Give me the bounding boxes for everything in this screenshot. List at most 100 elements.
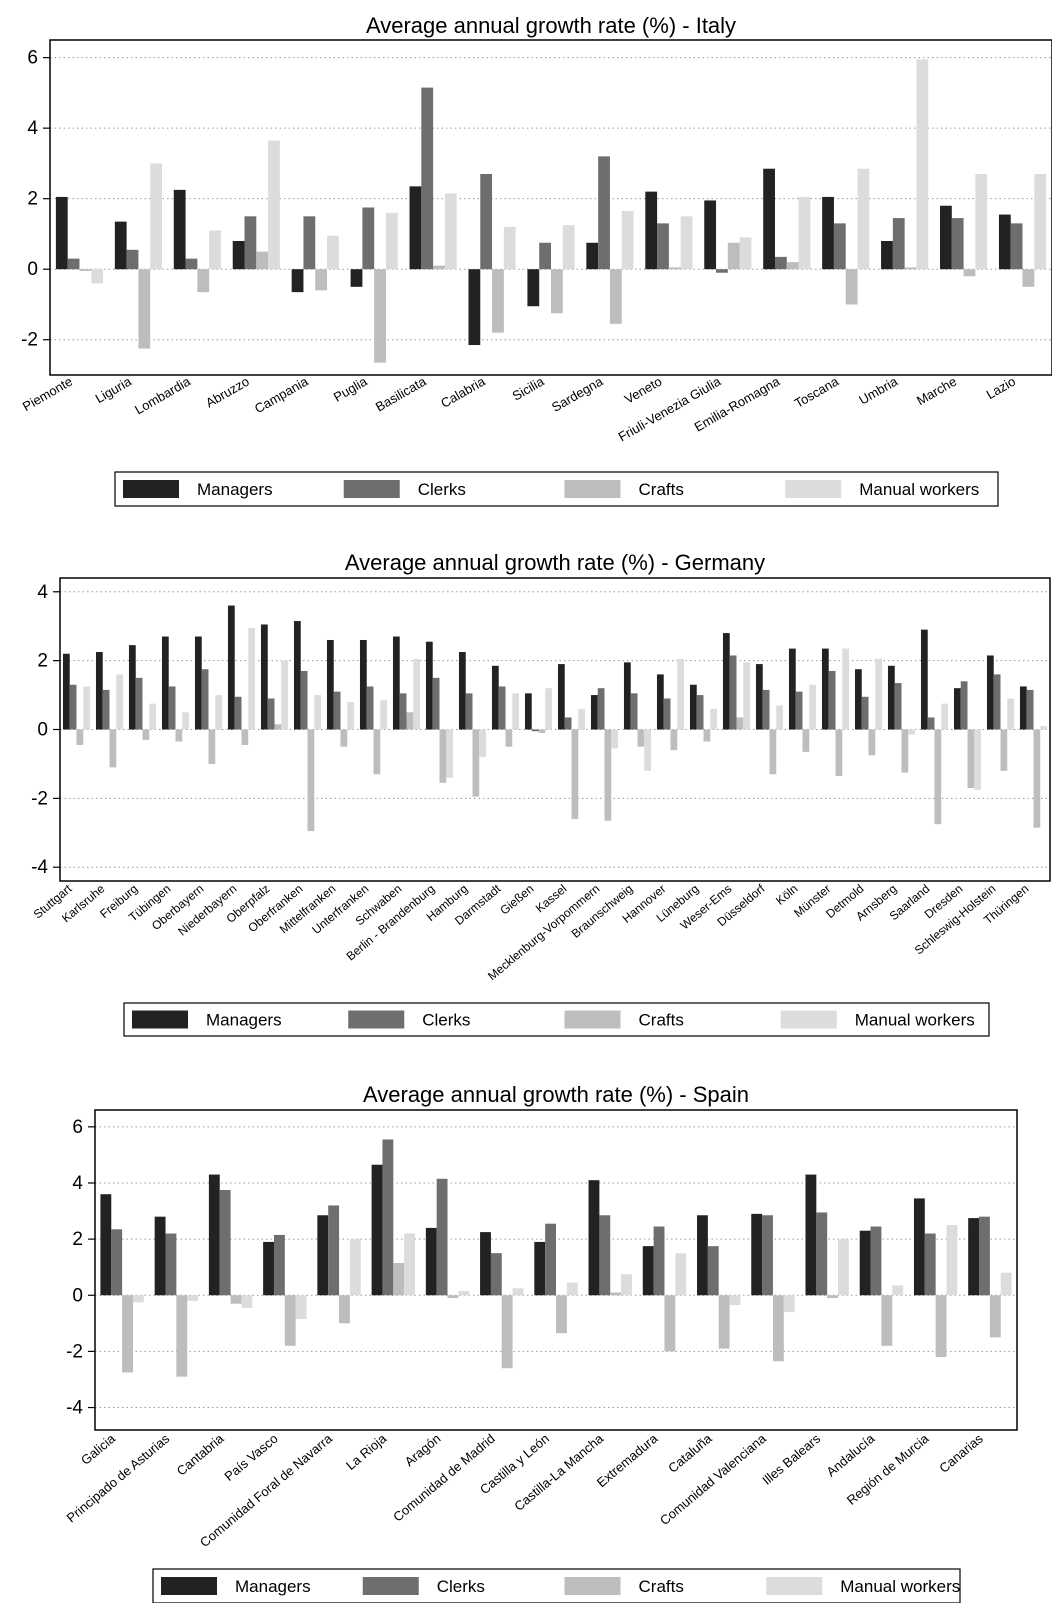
bar-manual-workers-castilla-la-mancha [621, 1274, 632, 1296]
bar-manual-workers-canarias [1000, 1272, 1012, 1296]
bar-clerks-marche [951, 218, 964, 270]
bar-clerks-castilla-y-leon [545, 1223, 556, 1296]
bar-crafts-darmstadt [505, 729, 513, 747]
bar-managers-comunidad-foral-de-navarra [317, 1215, 329, 1296]
bar-crafts-toscana [845, 269, 858, 305]
bar-clerks-toscana [833, 223, 846, 270]
bar-clerks-oberpfalz [267, 698, 275, 730]
bar-managers-canarias [968, 1218, 980, 1296]
x-tick-label: Basilicata [373, 373, 429, 414]
bar-clerks-abruzzo [244, 216, 257, 270]
x-tick-label: Veneto [622, 374, 665, 407]
legend-swatch-manual-workers [785, 480, 842, 498]
y-tick-label: -2 [31, 788, 48, 809]
bar-crafts-comunidad-foral-de-navarra [339, 1295, 350, 1324]
bar-manual-workers-toscana [857, 168, 870, 270]
bar-crafts-mecklenburg-vorpommern [604, 729, 612, 821]
bar-managers-emilia-romagna [763, 168, 775, 270]
bar-crafts-schwaben [406, 712, 414, 730]
bar-managers-kassel [557, 664, 565, 730]
bar-managers-braunschweig [623, 662, 631, 730]
bar-clerks-munster [828, 670, 836, 730]
bar-managers-extremadura [642, 1246, 654, 1296]
bar-manual-workers-veneto [680, 216, 693, 270]
bar-manual-workers-schwaben [413, 658, 421, 730]
bar-clerks-comunidad-de-madrid [490, 1253, 502, 1296]
bar-clerks-dusseldorf [762, 689, 770, 730]
bar-clerks-lazio [1010, 223, 1023, 270]
bar-clerks-sicilia [539, 242, 551, 270]
bar-crafts-koln [802, 729, 810, 752]
bar-manual-workers-campania [327, 235, 339, 270]
bar-managers-veneto [645, 191, 658, 270]
bar-manual-workers-pais-vasco [295, 1295, 307, 1320]
bar-crafts-hamburg [472, 729, 480, 797]
bar-manual-workers-berlin-brandenburg [446, 729, 454, 778]
bar-manual-workers-niederbayern [248, 627, 256, 730]
bar-clerks-la-rioja [382, 1139, 394, 1296]
bar-clerks-kassel [564, 717, 572, 730]
legend-box [123, 1002, 990, 1037]
legend-swatch-manual-workers [780, 1010, 837, 1029]
bar-clerks-luneburg [696, 695, 704, 730]
bar-manual-workers-calabria [503, 226, 516, 270]
x-tick-label: Sicilia [510, 373, 548, 403]
bar-managers-thuringen [1019, 686, 1027, 730]
bar-crafts-detmold [868, 729, 876, 756]
bar-crafts-comunidad-de-madrid [501, 1295, 513, 1369]
bar-managers-mecklenburg-vorpommern [590, 695, 598, 730]
bar-manual-workers-hannover [677, 658, 685, 730]
bar-managers-karlsruhe [95, 652, 103, 730]
bar-managers-tubingen [161, 636, 169, 730]
bar-crafts-illes-balears [827, 1295, 839, 1299]
bar-manual-workers-piemonte [91, 269, 104, 284]
y-tick-label: -4 [66, 1398, 83, 1419]
chart-2: Average annual growth rate (%) - Germany… [31, 550, 1051, 1037]
bar-managers-region-de-murcia [913, 1198, 925, 1296]
y-tick-label: -2 [66, 1341, 83, 1362]
legend: Managers Clerks Crafts Manual workers [123, 1002, 990, 1037]
bar-clerks-sardegna [598, 156, 610, 270]
bar-managers-luneburg [689, 684, 697, 730]
bar-manual-workers-lazio [1034, 174, 1047, 270]
bar-crafts-la-rioja [393, 1262, 405, 1296]
bar-managers-comunidad-de-madrid [480, 1232, 491, 1296]
legend-swatch-clerks [362, 1577, 419, 1595]
chart-title: Average annual growth rate (%) - Italy [366, 13, 736, 38]
bar-clerks-friuli-venezia-giulia [716, 269, 728, 273]
bar-managers-comunidad-valenciana [751, 1213, 763, 1296]
y-tick-label: 0 [72, 1285, 83, 1306]
x-tick-label: Marche [914, 374, 959, 409]
bar-crafts-calabria [492, 269, 504, 333]
bar-clerks-andalucia [870, 1226, 882, 1296]
x-tick-label: Extremadura [594, 1430, 661, 1490]
bar-crafts-dusseldorf [769, 729, 777, 775]
bar-managers-andalucia [859, 1230, 871, 1296]
bar-clerks-schwaben [399, 693, 407, 730]
bar-managers-unterfranken [359, 639, 367, 730]
bar-managers-dusseldorf [755, 664, 763, 730]
bar-managers-giessen [524, 693, 532, 730]
bar-managers-piemonte [55, 196, 68, 270]
legend-label-clerks: Clerks [418, 480, 466, 499]
legend-label-manual-workers: Manual workers [840, 1577, 960, 1596]
bar-clerks-galicia [111, 1229, 123, 1296]
bar-manual-workers-andalucia [892, 1285, 904, 1296]
bar-clerks-stuttgart [69, 684, 77, 730]
bar-managers-oberbayern [194, 636, 202, 730]
bar-manual-workers-castilla-y-leon [566, 1282, 578, 1296]
bar-crafts-luneburg [703, 729, 711, 742]
x-tick-label: Abruzzo [203, 374, 252, 411]
bar-manual-workers-schleswig-holstein [1007, 698, 1015, 730]
x-tick-label: Puglia [331, 373, 370, 404]
legend: Managers Clerks Crafts Manual workers [152, 1568, 961, 1603]
bar-clerks-puglia [362, 207, 375, 270]
bar-manual-workers-extremadura [675, 1253, 687, 1296]
legend: Managers Clerks Crafts Manual workers [114, 471, 999, 507]
y-tick-label: 0 [37, 720, 48, 741]
bar-clerks-calabria [480, 174, 493, 270]
bar-crafts-campania [315, 269, 328, 291]
bar-manual-workers-dusseldorf [776, 705, 784, 730]
bar-clerks-freiburg [135, 677, 143, 730]
y-tick-label: 0 [27, 259, 38, 280]
